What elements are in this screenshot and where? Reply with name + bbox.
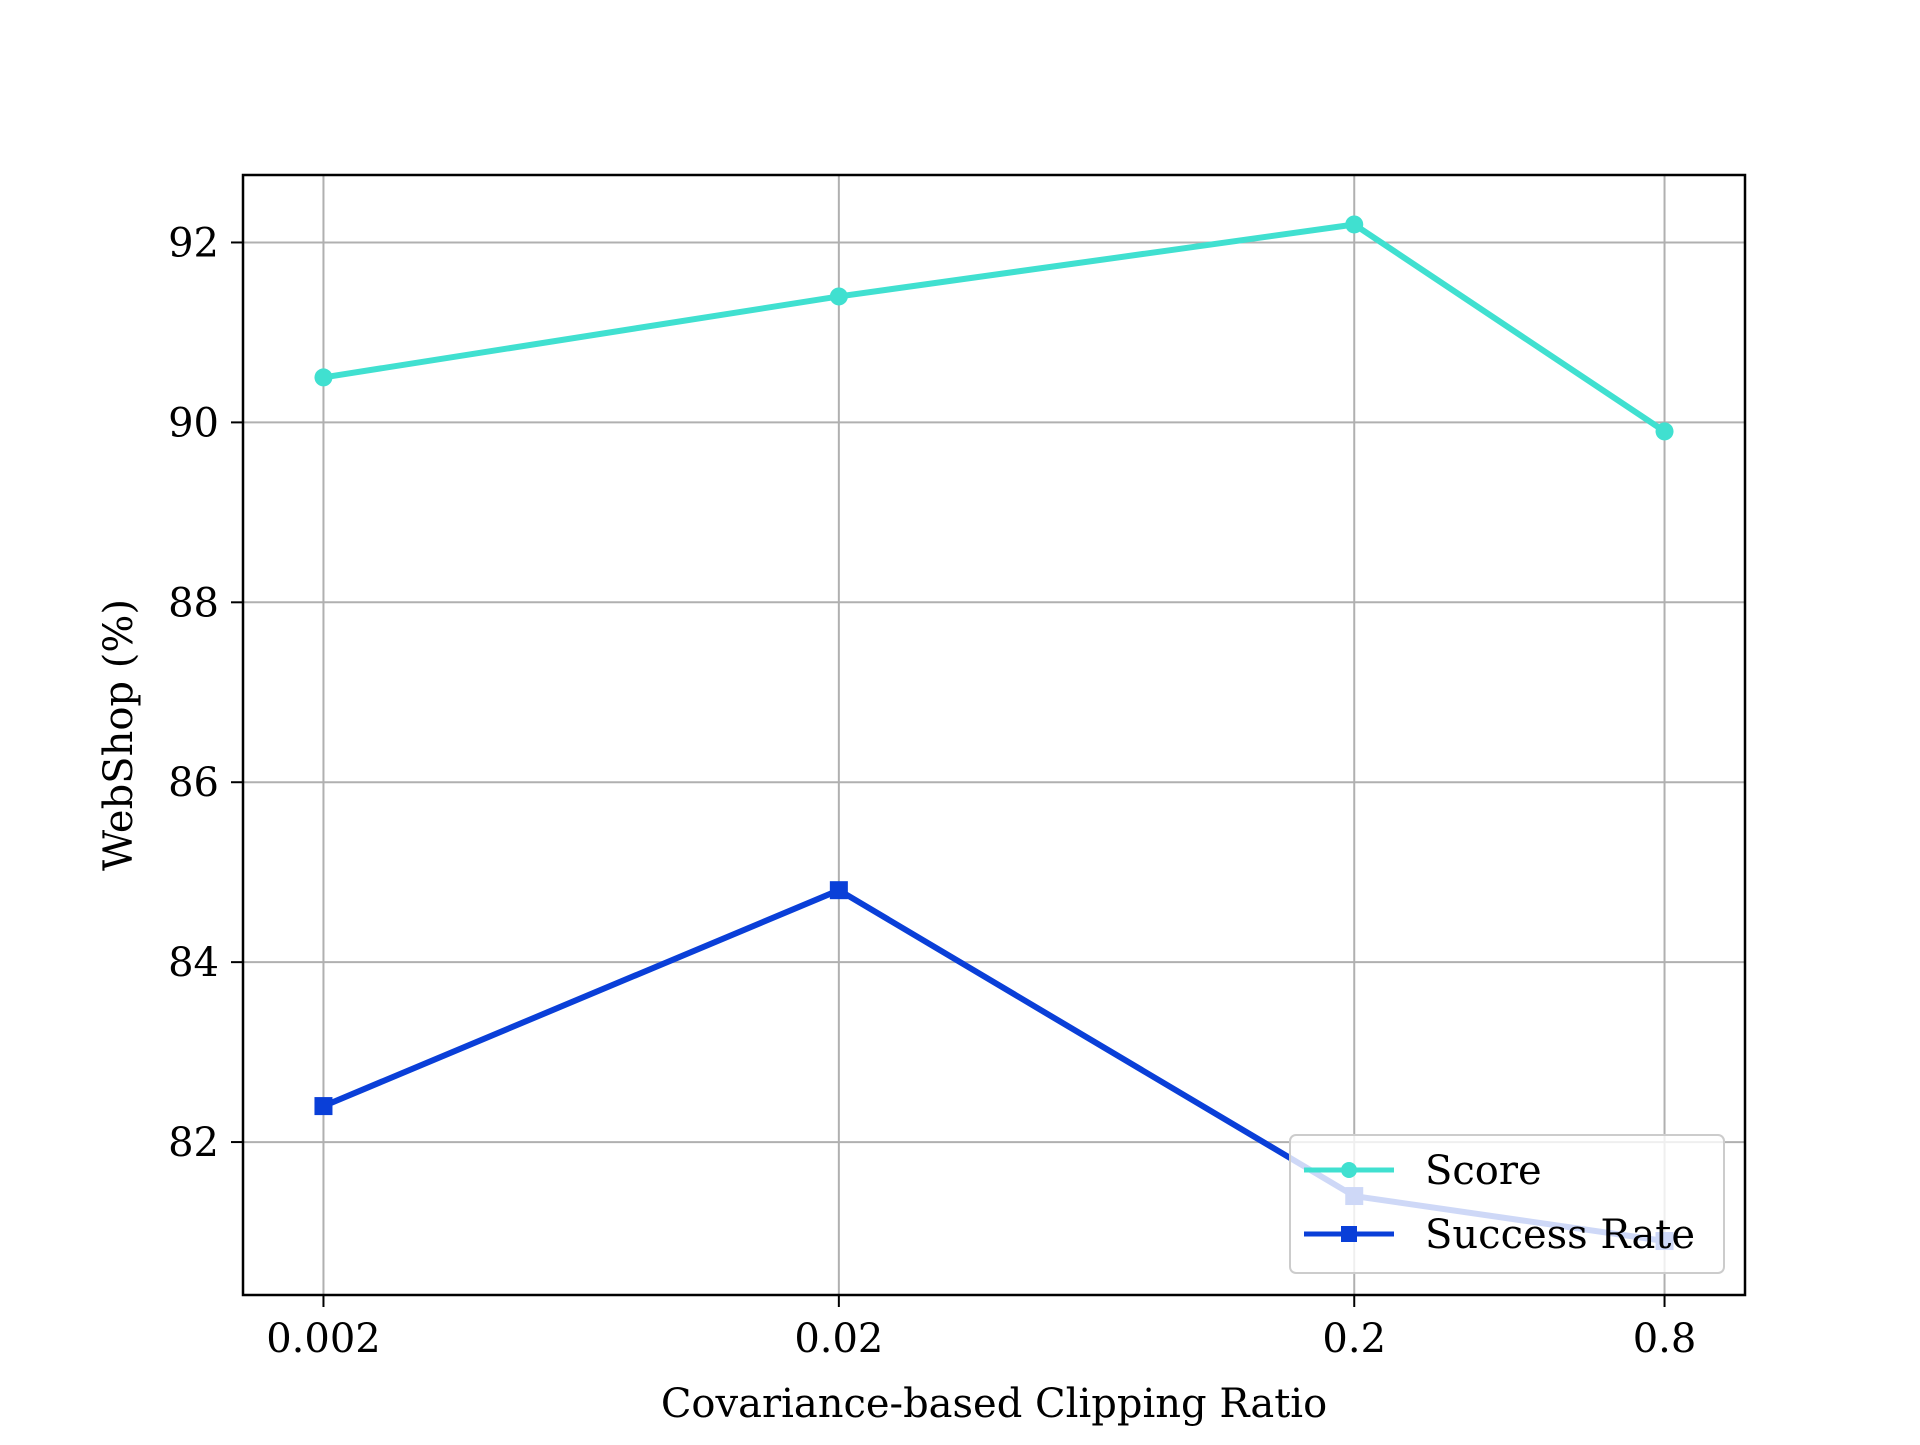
y-tick-label: 84 <box>168 940 219 986</box>
x-tick-label: 0.02 <box>794 1316 883 1362</box>
legend-success-rate-label: Success Rate <box>1425 1212 1695 1258</box>
legend-box <box>1289 1134 1725 1274</box>
series-score-point <box>1655 422 1674 441</box>
x-tick-label: 0.002 <box>266 1316 381 1362</box>
x-ticks: 0.002 0.02 0.2 0.8 <box>266 1295 1696 1362</box>
series-success-rate-point <box>314 1097 333 1116</box>
series-score-point <box>829 287 848 306</box>
series-score-line <box>320 221 1668 435</box>
y-tick-label: 82 <box>168 1120 219 1166</box>
x-tick-label: 0.2 <box>1322 1316 1386 1362</box>
y-tick-label: 90 <box>168 400 219 446</box>
y-tick-label: 88 <box>168 580 219 626</box>
legend-score-label: Score <box>1425 1148 1542 1194</box>
legend: Score Success Rate <box>1289 1134 1725 1274</box>
series-success-rate-point <box>829 881 848 900</box>
y-ticks: 82 84 86 88 90 92 <box>168 220 243 1166</box>
x-axis-label: Covariance-based Clipping Ratio <box>661 1381 1327 1427</box>
series-score-point <box>1345 215 1364 234</box>
y-tick-label: 86 <box>168 760 219 806</box>
x-tick-label: 0.8 <box>1633 1316 1697 1362</box>
legend-success-rate-marker <box>1341 1226 1357 1242</box>
grid <box>243 175 1745 1295</box>
series-score-point <box>314 368 333 387</box>
plot-frame <box>241 173 1747 1297</box>
y-axis-label: WebShop (%) <box>96 599 142 871</box>
series-layer <box>314 215 1674 1251</box>
y-tick-label: 92 <box>168 220 219 266</box>
legend-score-marker <box>1341 1162 1357 1178</box>
